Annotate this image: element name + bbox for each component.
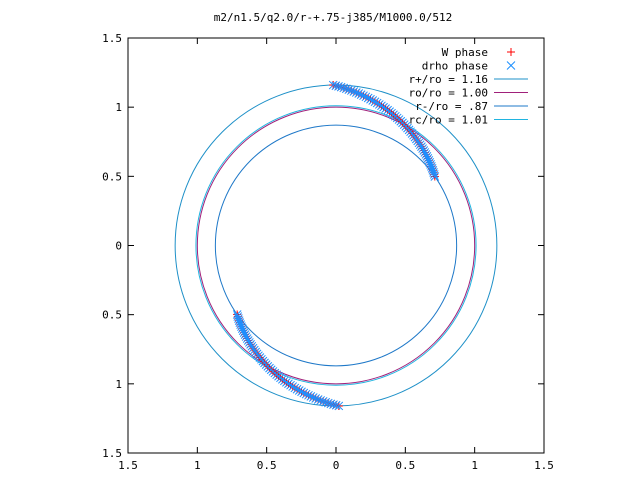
point-drho-phase-arm-0 — [331, 81, 341, 91]
point-drho-phase-arm-0 — [417, 142, 426, 151]
chart-title: m2/n1.5/q2.0/r-+.75-j385/M1000.0/512 — [214, 11, 452, 24]
legend-marker-sample — [506, 61, 516, 70]
x-tick-label: 0.5 — [395, 459, 415, 472]
point-drho-phase-arm-1 — [318, 397, 328, 406]
point-drho-phase-arm-1 — [245, 338, 254, 347]
point-drho-phase-arm-1 — [304, 390, 313, 400]
point-drho-phase-arm-0 — [372, 98, 382, 108]
point-drho-phase-arm-0 — [363, 93, 373, 103]
point-drho-phase-arm-1 — [334, 401, 344, 411]
point-drho-phase-arm-1 — [313, 395, 323, 404]
point-drho-phase-arm-1 — [297, 387, 306, 397]
legend-marker-sample — [507, 48, 515, 56]
point-drho-phase-arm-1 — [290, 383, 300, 393]
point-drho-phase-arm-0 — [351, 88, 361, 97]
point-drho-phase-arm-0 — [429, 170, 439, 179]
point-drho-phase-arm-1 — [243, 336, 253, 345]
point-drho-phase-arm-0 — [349, 87, 359, 96]
y-tick-label: 1.5 — [102, 447, 122, 460]
circle-series-2 — [214, 124, 458, 367]
point-drho-phase-arm-0 — [359, 91, 368, 101]
point-drho-phase-arm-0 — [368, 96, 378, 105]
point-drho-phase-arm-1 — [301, 389, 311, 399]
point-drho-phase-arm-0 — [366, 94, 375, 104]
point-drho-phase-arm-0 — [356, 90, 366, 99]
circle-series-1 — [196, 106, 476, 385]
y-tick-label: 0.5 — [102, 170, 122, 183]
legend-label: W phase — [442, 46, 488, 59]
point-drho-phase-arm-1 — [316, 396, 326, 405]
point-drho-phase-arm-0 — [370, 97, 380, 107]
y-axis: 1.5 1 0.5 0 0.5 1 1.5 — [102, 32, 544, 460]
point-drho-phase-arm-1 — [246, 340, 255, 349]
legend-label: ro/ro = 1.00 — [409, 87, 488, 100]
point-drho-phase-arm-0 — [374, 100, 384, 109]
point-drho-phase-arm-0 — [430, 172, 440, 181]
point-drho-phase-arm-0 — [328, 80, 338, 90]
x-tick-label: 0.5 — [257, 459, 277, 472]
point-drho-phase-arm-0 — [334, 82, 343, 91]
point-drho-phase-arm-0 — [418, 144, 427, 153]
point-drho-phase-arm-1 — [292, 384, 302, 394]
y-tick-label: 1 — [115, 101, 122, 114]
x-tick-label: 1.5 — [118, 459, 138, 472]
x-tick-label: 1.5 — [534, 459, 554, 472]
point-drho-phase-arm-1 — [331, 400, 341, 410]
point-drho-phase-arm-1 — [288, 382, 298, 391]
legend-label: r+/ro = 1.16 — [409, 73, 488, 86]
x-axis: 1.5 1 0.5 0 0.5 1 1.5 — [118, 38, 554, 472]
point-drho-phase-arm-0 — [346, 86, 356, 95]
circle-series-0 — [174, 84, 498, 407]
point-drho-phase-arm-1 — [233, 312, 243, 321]
point-drho-phase-arm-1 — [294, 386, 304, 395]
legend-label: rc/ro = 1.01 — [409, 114, 488, 127]
x-tick-label: 0 — [333, 459, 340, 472]
legend-label: drho phase — [422, 60, 488, 73]
point-drho-phase-arm-1 — [306, 392, 316, 401]
circle-series-3 — [195, 105, 477, 386]
legend-label: r-/ro = .87 — [415, 100, 488, 113]
point-drho-phase-arm-0 — [361, 92, 371, 102]
y-tick-label: 1.5 — [102, 32, 122, 45]
point-drho-phase-arm-0 — [344, 85, 354, 94]
reference-circles — [174, 84, 498, 407]
point-drho-phase-arm-0 — [341, 84, 351, 94]
point-drho-phase-arm-1 — [323, 398, 333, 408]
x-tick-label: 1 — [194, 459, 201, 472]
data-points — [232, 80, 440, 411]
point-drho-phase-arm-0 — [419, 146, 429, 155]
point-drho-phase-arm-0 — [339, 83, 349, 93]
point-drho-phase-arm-1 — [311, 394, 321, 403]
x-tick-label: 1 — [471, 459, 478, 472]
point-drho-phase-arm-1 — [232, 310, 242, 319]
point-drho-phase-arm-0 — [336, 82, 346, 92]
y-tick-label: 0 — [115, 240, 122, 253]
point-drho-phase-arm-1 — [326, 399, 336, 409]
point-drho-phase-arm-1 — [321, 397, 331, 407]
point-drho-phase-arm-0 — [354, 89, 364, 98]
point-drho-phase-arm-1 — [329, 400, 338, 409]
point-drho-phase-arm-1 — [308, 393, 318, 402]
point-drho-phase-arm-1 — [299, 388, 309, 398]
y-tick-label: 1 — [115, 378, 122, 391]
y-tick-label: 0.5 — [102, 309, 122, 322]
